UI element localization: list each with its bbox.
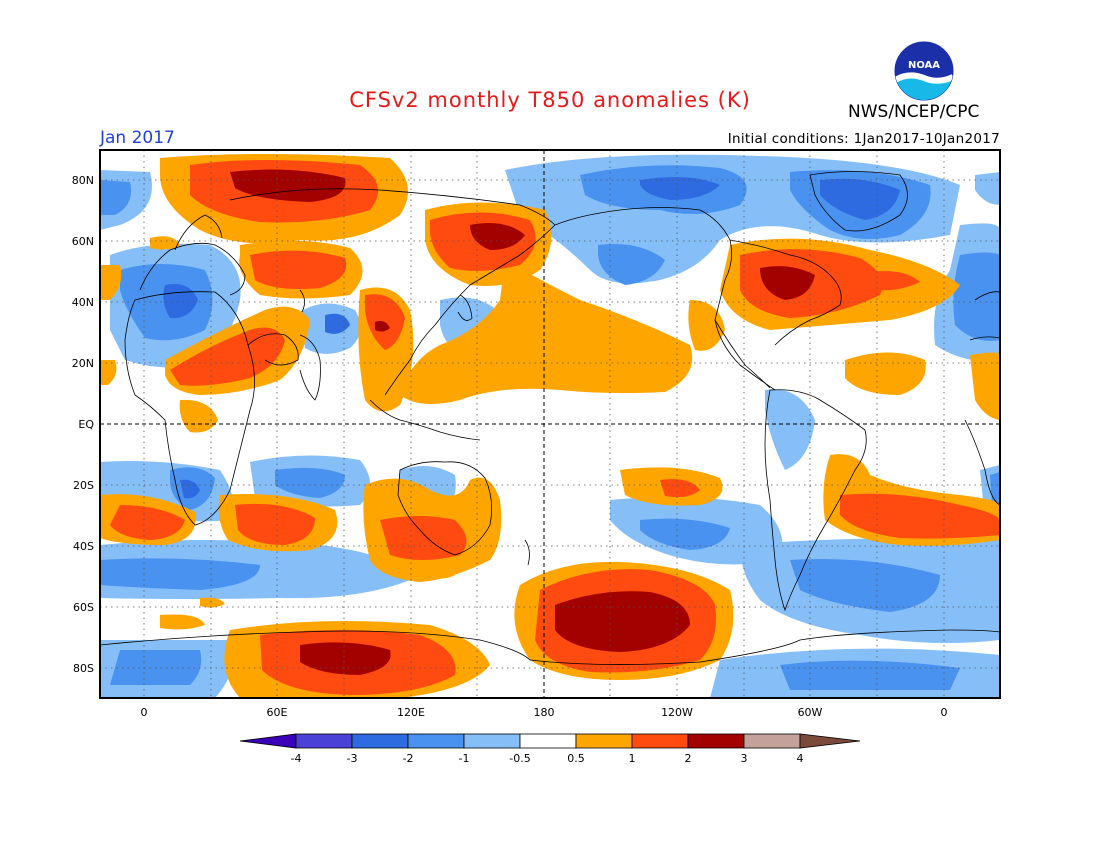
anomaly-fields	[100, 154, 1000, 698]
plot-frame	[99, 149, 1001, 699]
agency-label: NWS/NCEP/CPC	[848, 102, 980, 122]
colorbar-label-m3: -3	[347, 752, 358, 765]
colorbar-swatch-neutral	[519, 733, 577, 749]
map-title: CFSv2 monthly T850 anomalies (K)	[349, 88, 751, 112]
lat-label-eq: EQ	[78, 418, 94, 431]
colorbar-label-p3: 3	[741, 752, 748, 765]
colorbar-label-p2: 2	[685, 752, 692, 765]
colorbar-labels: -4 -3 -2 -1 -0.5 0.5 1 2 3 4	[291, 752, 804, 765]
grid-lines	[100, 150, 1000, 698]
reference-lines	[100, 150, 1000, 698]
colorbar	[239, 733, 861, 749]
colorbar-label-m05: -0.5	[509, 752, 530, 765]
lon-label-60w: 60W	[798, 706, 823, 719]
colorbar-swatch-1-2	[631, 733, 689, 749]
lat-label-80n: 80N	[72, 174, 94, 187]
lon-label-60e: 60E	[267, 706, 288, 719]
lon-label-0-right: 0	[941, 706, 948, 719]
colorbar-swatch-2-3	[687, 733, 745, 749]
colorbar-swatch-gt-4	[799, 733, 861, 749]
lon-label-120w: 120W	[661, 706, 693, 719]
colorbar-swatch-3-4	[743, 733, 801, 749]
initial-conditions-label: Initial conditions: 1Jan2017-10Jan2017	[727, 131, 1000, 147]
lat-label-80s: 80S	[73, 662, 94, 675]
lat-label-60s: 60S	[73, 601, 94, 614]
colorbar-swatch-4-3	[295, 733, 353, 749]
lat-label-40n: 40N	[72, 296, 94, 309]
lat-label-40s: 40S	[73, 540, 94, 553]
colorbar-label-p05: 0.5	[567, 752, 585, 765]
lon-label-120e: 120E	[397, 706, 425, 719]
coastlines	[100, 171, 1000, 665]
colorbar-swatch-1-05	[463, 733, 521, 749]
colorbar-swatch-05-1	[575, 733, 633, 749]
month-label: Jan 2017	[100, 128, 175, 148]
colorbar-label-m2: -2	[403, 752, 414, 765]
noaa-logo: NOAA	[893, 40, 955, 102]
lat-label-60n: 60N	[72, 235, 94, 248]
colorbar-label-m1: -1	[459, 752, 470, 765]
lat-label-20n: 20N	[72, 357, 94, 370]
latitude-labels: 80N 60N 40N 20N EQ 20S 40S 60S 80S	[72, 174, 95, 675]
colorbar-label-m4: -4	[291, 752, 302, 765]
logo-text: NOAA	[908, 60, 940, 71]
lon-label-0-left: 0	[141, 706, 148, 719]
colorbar-label-p1: 1	[629, 752, 636, 765]
colorbar-label-p4: 4	[797, 752, 804, 765]
colorbar-swatch-2-1	[407, 733, 465, 749]
lat-label-20s: 20S	[73, 479, 94, 492]
longitude-labels: 0 60E 120E 180 120W 60W 0	[141, 706, 948, 719]
colorbar-swatch-lt-4	[239, 733, 297, 749]
lon-label-180: 180	[534, 706, 555, 719]
colorbar-swatch-3-2	[351, 733, 409, 749]
